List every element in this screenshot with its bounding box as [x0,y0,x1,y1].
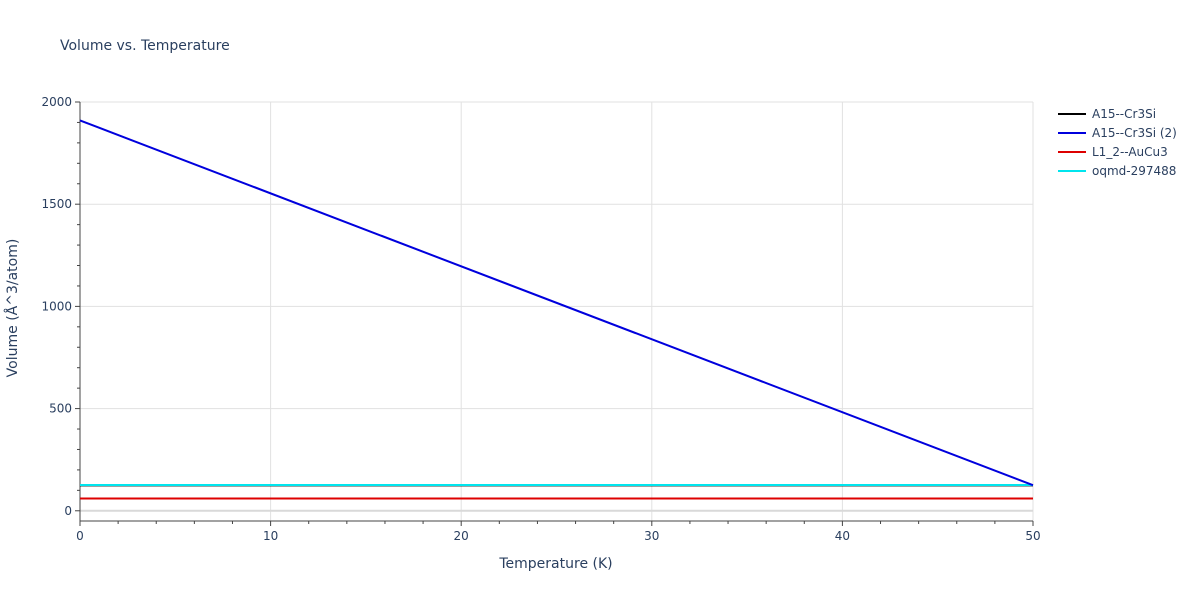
series-lines [79,119,1034,500]
x-tick-label: 20 [454,529,469,543]
chart-title: Volume vs. Temperature [60,38,230,54]
y-tick-label: 2000 [41,95,72,109]
y-tick-label: 0 [64,504,72,518]
x-tick-label: 40 [835,529,850,543]
x-tick-label: 10 [263,529,278,543]
legend-label: L1_2--AuCu3 [1092,145,1168,159]
legend-label: A15--Cr3Si (2) [1092,126,1177,140]
y-tick-label: 1000 [41,299,72,313]
grid-lines [80,101,1034,521]
legend-label: A15--Cr3Si [1092,107,1156,121]
series-line-a15-cr3si-2-[interactable] [79,119,1034,487]
x-tick-label: 0 [76,529,84,543]
legend-item[interactable]: L1_2--AuCu3 [1058,145,1168,159]
y-axis-title: Volume (Å^3/atom) [4,239,21,378]
legend-item[interactable]: A15--Cr3Si (2) [1058,126,1177,140]
y-tick-label: 1500 [41,197,72,211]
y-tick-label: 500 [49,402,72,416]
legend-item[interactable]: A15--Cr3Si [1058,107,1156,121]
legend-label: oqmd-297488 [1092,164,1176,178]
x-tick-label: 30 [644,529,659,543]
x-axis-title: Temperature (K) [498,556,612,572]
legend-item[interactable]: oqmd-297488 [1058,164,1176,178]
x-tick-label: 50 [1025,529,1040,543]
legend[interactable]: A15--Cr3Si A15--Cr3Si (2) L1_2--AuCu3 oqmd-… [1058,107,1177,178]
